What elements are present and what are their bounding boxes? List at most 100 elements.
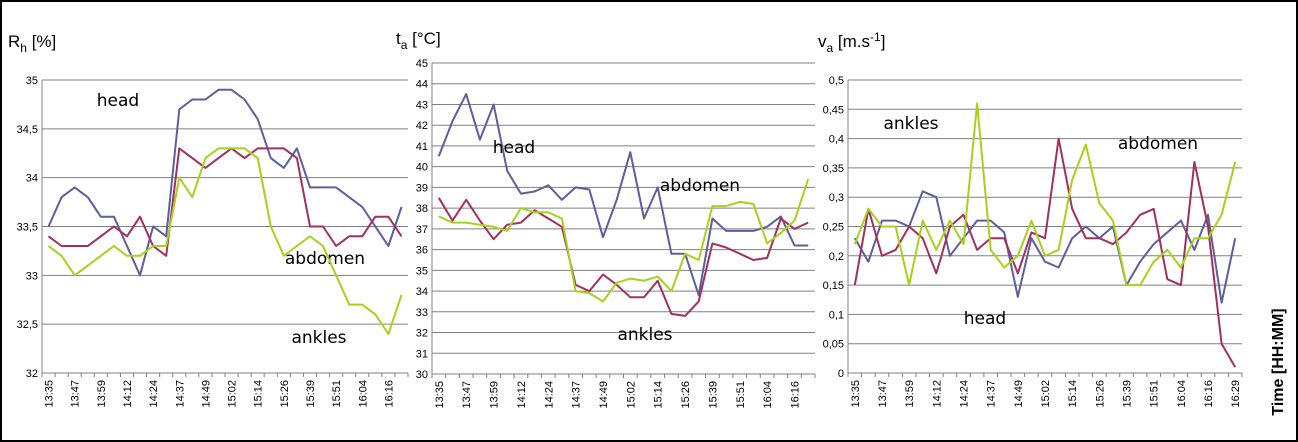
x-tick-label: 16:04 bbox=[1176, 380, 1188, 408]
title-part: [%] bbox=[27, 32, 56, 51]
x-tick-label: 14:24 bbox=[543, 381, 555, 409]
x-tick-label: 15:39 bbox=[305, 380, 317, 408]
x-tick-label: 16:29 bbox=[1230, 380, 1242, 408]
x-tick-label: 13:35 bbox=[434, 381, 446, 409]
series-label: abdomen bbox=[1118, 134, 1198, 154]
y-tick-label: 32 bbox=[26, 368, 38, 380]
y-tick-label: 34 bbox=[416, 286, 428, 298]
y-tick-label: 39 bbox=[416, 182, 428, 194]
y-tick-label: 44 bbox=[416, 79, 428, 91]
y-tick-label: 0,3 bbox=[829, 192, 844, 204]
series-label: head bbox=[97, 91, 139, 111]
series-label: ankles bbox=[883, 114, 938, 134]
series-line bbox=[47, 88, 403, 277]
y-tick-label: 45 bbox=[416, 58, 428, 70]
x-tick-label: 16:16 bbox=[383, 380, 395, 408]
y-tick-label: 42 bbox=[416, 120, 428, 132]
x-tick-label: 15:39 bbox=[1122, 380, 1134, 408]
x-tick-label: 13:59 bbox=[904, 380, 916, 408]
x-tick-label: 15:51 bbox=[331, 380, 343, 408]
x-tick-label: 15:14 bbox=[253, 380, 265, 408]
y-tick-label: 38 bbox=[416, 203, 428, 215]
series-label: abdomen bbox=[660, 176, 740, 196]
x-tick-label: 13:35 bbox=[44, 380, 56, 408]
x-tick-label: 14:12 bbox=[931, 380, 943, 408]
x-tick-label: 13:59 bbox=[489, 381, 501, 409]
x-tick-label: 14:37 bbox=[174, 380, 186, 408]
panel-title: Rh [%] bbox=[8, 32, 56, 55]
y-tick-label: 33,5 bbox=[17, 222, 38, 234]
y-tick-label: 36 bbox=[416, 245, 428, 257]
y-tick-label: 32,5 bbox=[17, 319, 38, 331]
y-tick-label: 0,5 bbox=[829, 75, 844, 87]
panel-title: va [m.s-1] bbox=[818, 30, 885, 55]
y-tick-label: 0,45 bbox=[823, 104, 844, 116]
title-part: a bbox=[827, 41, 834, 55]
title-part: v bbox=[818, 32, 827, 51]
x-tick-label: 15:14 bbox=[653, 381, 665, 409]
series-label: ankles bbox=[617, 325, 672, 345]
x-tick-label: 16:16 bbox=[1203, 380, 1215, 408]
y-tick-label: 31 bbox=[416, 348, 428, 360]
y-tick-label: 35 bbox=[26, 75, 38, 87]
x-tick-label: 15:51 bbox=[735, 381, 747, 409]
x-tick-label: 14:37 bbox=[986, 380, 998, 408]
y-tick-label: 33 bbox=[416, 307, 428, 319]
title-part: -1 bbox=[870, 30, 881, 44]
y-tick-label: 37 bbox=[416, 224, 428, 236]
series-line bbox=[47, 147, 403, 257]
x-tick-label: 15:26 bbox=[1094, 380, 1106, 408]
series-label: abdomen bbox=[285, 249, 365, 269]
x-tick-label: 16:04 bbox=[357, 380, 369, 408]
series-line bbox=[437, 93, 809, 297]
x-tick-label: 14:49 bbox=[1013, 380, 1025, 408]
series-line bbox=[438, 178, 810, 303]
x-tick-label: 15:02 bbox=[227, 380, 239, 408]
series-line bbox=[437, 197, 809, 317]
x-tick-label: 14:24 bbox=[958, 380, 970, 408]
x-tick-label: 14:12 bbox=[122, 380, 134, 408]
y-tick-label: 30 bbox=[416, 369, 428, 381]
title-part: ] bbox=[881, 32, 886, 51]
x-tick-label: 16:04 bbox=[762, 381, 774, 409]
series-line bbox=[853, 102, 1237, 287]
series-line bbox=[853, 190, 1237, 304]
title-part: t bbox=[396, 29, 401, 48]
title-part: [m.s bbox=[833, 32, 870, 51]
title-part: a bbox=[401, 38, 408, 52]
x-tick-label: 15:26 bbox=[680, 381, 692, 409]
series-line bbox=[853, 137, 1237, 368]
x-tick-label: 14:49 bbox=[200, 380, 212, 408]
y-tick-label: 0,35 bbox=[823, 163, 844, 175]
x-tick-label: 13:59 bbox=[96, 380, 108, 408]
series-label: head bbox=[964, 309, 1006, 329]
y-tick-label: 34 bbox=[26, 173, 38, 185]
title-part: [°C] bbox=[407, 29, 440, 48]
y-tick-label: 40 bbox=[416, 162, 428, 174]
x-tick-label: 15:02 bbox=[625, 381, 637, 409]
series-label: head bbox=[493, 138, 535, 158]
x-tick-label: 13:47 bbox=[461, 381, 473, 409]
x-tick-label: 14:24 bbox=[148, 380, 160, 408]
x-axis-title: Time [HH:MM] bbox=[1270, 308, 1287, 415]
x-tick-label: 15:26 bbox=[279, 380, 291, 408]
y-tick-label: 33 bbox=[26, 270, 38, 282]
x-tick-label: 13:47 bbox=[70, 380, 82, 408]
title-part: h bbox=[20, 41, 27, 55]
series-line bbox=[47, 147, 403, 335]
y-tick-label: 0 bbox=[838, 368, 844, 380]
x-tick-label: 13:47 bbox=[877, 380, 889, 408]
y-tick-label: 35 bbox=[416, 265, 428, 277]
y-tick-label: 0,4 bbox=[829, 134, 844, 146]
y-tick-label: 0,25 bbox=[823, 222, 844, 234]
y-tick-label: 0,15 bbox=[823, 280, 844, 292]
y-tick-label: 32 bbox=[416, 328, 428, 340]
x-tick-label: 13:35 bbox=[850, 380, 862, 408]
x-tick-label: 14:37 bbox=[571, 381, 583, 409]
x-tick-label: 15:14 bbox=[1067, 380, 1079, 408]
y-tick-label: 0,2 bbox=[829, 251, 844, 263]
series-label: ankles bbox=[291, 328, 346, 348]
panel-title: ta [°C] bbox=[396, 29, 441, 52]
